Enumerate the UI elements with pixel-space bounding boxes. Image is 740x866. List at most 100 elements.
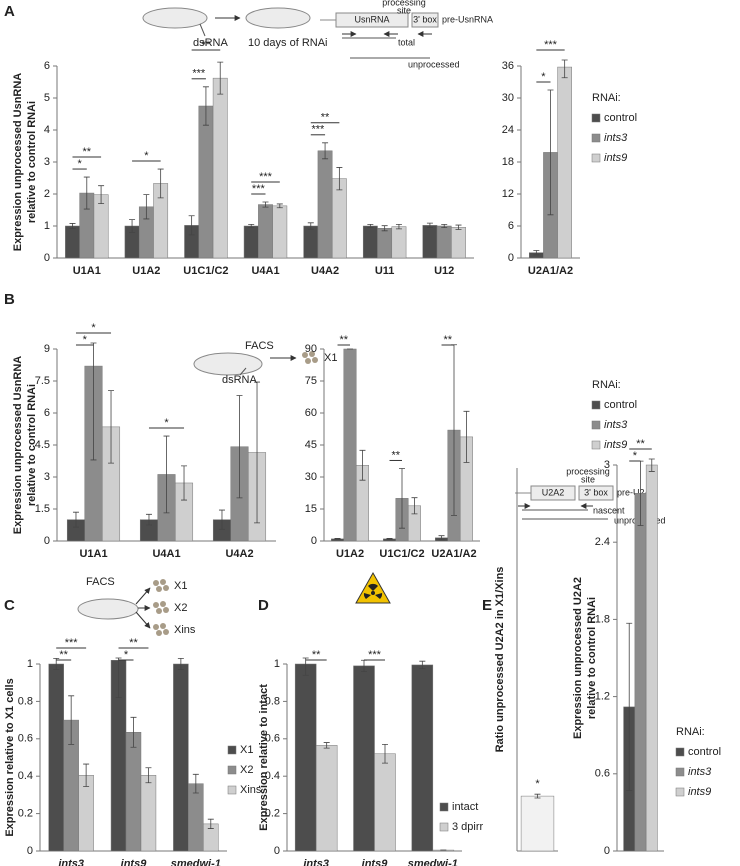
y-tick-label: 1: [44, 220, 50, 232]
legend-label: ints3: [604, 132, 628, 144]
legend-label: ints9: [604, 439, 627, 451]
y-tick-label: 0.2: [18, 808, 33, 820]
legend-swatch: [227, 785, 237, 795]
error-bar: [561, 59, 568, 79]
significance-label: *: [77, 158, 82, 170]
bar: [331, 178, 347, 259]
significance-label: **: [312, 649, 321, 661]
diagram-text: site: [581, 474, 595, 484]
significance-label: **: [443, 334, 452, 346]
error-bar: [177, 657, 184, 671]
legend-label: ints9: [688, 786, 711, 798]
error-bar: [533, 250, 540, 256]
bar: [303, 225, 319, 259]
legend-label: control: [604, 399, 637, 411]
y-tick-label: 4.5: [35, 439, 50, 451]
diagram-text: X2: [174, 602, 187, 614]
legend-label: 3 dpirr: [452, 821, 484, 833]
error-bar: [438, 535, 445, 541]
error-bar: [145, 767, 152, 784]
significance-label: ***: [252, 183, 266, 195]
error-bar: [188, 215, 195, 236]
significance-label: *: [124, 649, 129, 661]
diagram-text: dsRNA: [222, 374, 258, 386]
y-tick-label: 9: [44, 343, 50, 355]
x-tick-label: smedwi-1: [171, 858, 221, 866]
x-tick-label: U11: [375, 265, 395, 277]
legend-label: Xins: [240, 784, 262, 796]
y-tick-label: 0.4: [265, 770, 280, 782]
diagram-text: dsRNA: [193, 37, 229, 49]
legend-label: X1: [240, 744, 253, 756]
significance-label: *: [633, 450, 638, 462]
diagram-text: pre-U2A2: [617, 487, 656, 497]
bar: [362, 225, 378, 259]
diagram-text: Xins: [174, 624, 196, 636]
significance-label: *: [144, 150, 149, 162]
bar: [451, 227, 466, 259]
legend-label: ints3: [688, 766, 712, 778]
x-tick-label: U2A1/A2: [431, 548, 476, 560]
error-bar: [69, 223, 76, 229]
bar: [353, 665, 375, 852]
y-tick-label: 1.5: [35, 503, 50, 515]
bar: [65, 225, 80, 259]
legend-label: control: [604, 112, 637, 124]
error-bar: [217, 61, 224, 95]
error-bar: [83, 763, 90, 787]
bar: [188, 783, 204, 852]
y-tick-label: 0.8: [265, 695, 280, 707]
diagram-text: pre-UsnRNA: [442, 14, 493, 24]
error-bar: [626, 622, 633, 791]
y-axis-title: Expression relative to intact: [258, 684, 270, 831]
significance-label: *: [83, 334, 88, 346]
y-tick-label: 7.5: [35, 375, 50, 387]
diagram-text: UsnRNA: [354, 14, 389, 24]
bar: [258, 204, 273, 259]
bar: [93, 194, 109, 259]
schematic-c: FACS X1 X2 Xins: [77, 576, 196, 636]
legend-title: RNAi:: [676, 726, 705, 738]
bar: [125, 732, 142, 852]
schematic-e: U2A2 3' box processing site pre-U2A2 nas…: [515, 466, 666, 525]
error-bar: [334, 538, 341, 540]
error-bar: [83, 176, 90, 210]
error-bar: [648, 458, 655, 472]
diagram-text: X1: [174, 580, 187, 592]
y-tick-label: 1: [27, 658, 33, 670]
y-tick-label: 0.8: [18, 695, 33, 707]
diagram-text: processing: [566, 466, 610, 476]
x-tick-label: U1A2: [336, 548, 364, 560]
y-tick-label: 0: [508, 252, 514, 264]
legend-swatch: [675, 767, 685, 777]
y-tick-label: 0: [604, 845, 610, 857]
diagram-text: unprocessed: [408, 59, 460, 69]
error-bar: [441, 224, 448, 228]
x-tick-label: ints3: [303, 858, 329, 866]
y-tick-label: 0: [44, 535, 50, 547]
diagram-text: total: [398, 37, 415, 47]
legend-label: X2: [240, 764, 253, 776]
error-bar: [323, 742, 330, 749]
y-tick-label: 0.6: [265, 733, 280, 745]
bar: [436, 225, 452, 259]
significance-label: *: [541, 71, 546, 83]
error-bar: [192, 773, 199, 794]
panel-label: D: [258, 597, 269, 614]
error-bar: [218, 509, 225, 530]
error-bar: [72, 511, 79, 528]
bar: [198, 105, 214, 259]
bar: [520, 795, 555, 852]
significance-label: **: [339, 334, 348, 346]
bar: [422, 225, 438, 259]
y-tick-label: 0: [274, 845, 280, 857]
error-bar: [181, 465, 188, 501]
y-tick-label: 15: [305, 503, 317, 515]
error-bar: [359, 449, 366, 481]
significance-label: ***: [368, 649, 382, 661]
significance-label: ***: [192, 68, 206, 80]
y-tick-label: 0: [311, 535, 317, 547]
y-tick-label: 36: [502, 60, 514, 72]
y-tick-label: 30: [305, 471, 317, 483]
y-axis-title: Expression relative to X1 cells: [4, 678, 16, 836]
